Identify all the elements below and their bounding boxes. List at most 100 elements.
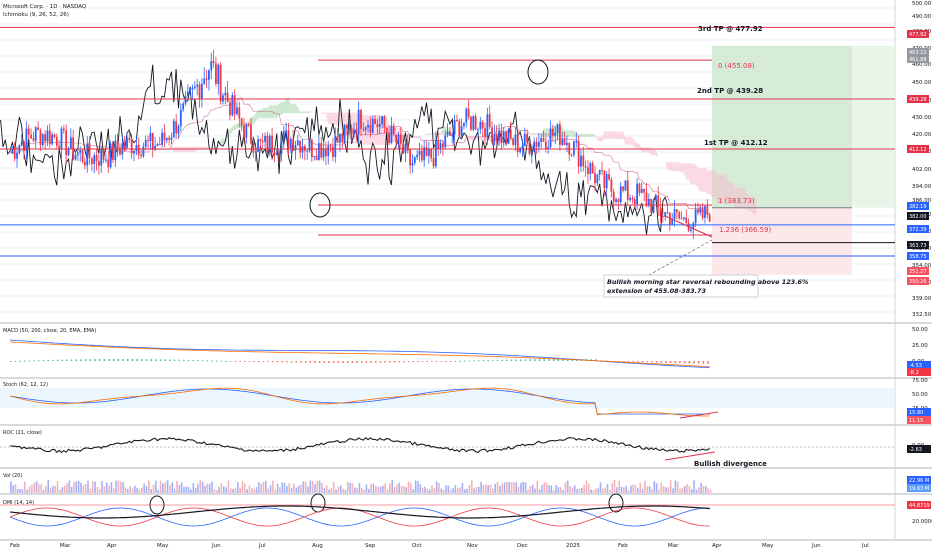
macd-histogram-bar bbox=[646, 361, 648, 363]
volume-bar bbox=[26, 489, 28, 493]
candle-body bbox=[149, 133, 152, 141]
candle-body bbox=[210, 61, 213, 71]
kumo-segment bbox=[697, 167, 701, 192]
kumo-segment bbox=[562, 126, 565, 137]
candle-body bbox=[367, 125, 369, 128]
candle-body bbox=[704, 206, 706, 218]
macd-histogram-bar bbox=[169, 359, 171, 361]
candle-body bbox=[308, 139, 311, 151]
candle-body bbox=[198, 84, 201, 99]
candle-body bbox=[69, 137, 72, 149]
volume-bar bbox=[117, 480, 120, 493]
candle-body bbox=[388, 132, 390, 143]
volume-bar bbox=[24, 481, 26, 493]
volume-bar bbox=[302, 481, 305, 493]
macd-histogram-bar bbox=[103, 359, 106, 361]
macd-histogram-bar bbox=[566, 359, 569, 361]
macd-histogram-bar bbox=[84, 359, 87, 361]
volume-bar bbox=[61, 487, 64, 493]
candle-body bbox=[701, 207, 704, 218]
volume-bar bbox=[21, 489, 24, 493]
price-tick: 490.00 bbox=[912, 14, 932, 20]
volume-bar bbox=[176, 480, 178, 493]
candle-body bbox=[488, 114, 491, 128]
macd-histogram-bar bbox=[557, 359, 560, 361]
macd-histogram-bar bbox=[52, 359, 54, 361]
volume-bar bbox=[393, 486, 396, 493]
candle-body bbox=[498, 130, 500, 141]
candle-body bbox=[411, 163, 414, 166]
macd-histogram-bar bbox=[627, 361, 630, 362]
candle-body bbox=[484, 128, 486, 138]
macd-histogram-bar bbox=[435, 361, 438, 362]
roc-badge-label: -2.63 bbox=[909, 447, 922, 453]
kumo-segment bbox=[627, 136, 631, 145]
volume-bar bbox=[375, 486, 377, 493]
kumo-segment bbox=[220, 138, 223, 144]
candle-body bbox=[105, 159, 107, 161]
candle-body bbox=[261, 141, 264, 143]
candle-body bbox=[479, 121, 482, 130]
kumo-segment bbox=[695, 164, 698, 189]
candle-body bbox=[512, 138, 514, 145]
candle-body bbox=[423, 147, 426, 161]
volume-bar bbox=[316, 480, 319, 493]
volume-bar bbox=[297, 485, 300, 493]
candle-body bbox=[402, 143, 405, 154]
time-tick: May bbox=[157, 543, 169, 549]
volume-bar bbox=[309, 480, 312, 493]
swing-high-circle bbox=[527, 59, 549, 85]
volume-bar bbox=[571, 487, 574, 493]
candle-body bbox=[280, 139, 283, 154]
volume-bar bbox=[463, 489, 466, 493]
volume-bar bbox=[304, 481, 307, 493]
macd-histogram-bar bbox=[94, 359, 96, 361]
volume-bar bbox=[618, 480, 620, 493]
volume-bar bbox=[492, 488, 494, 493]
candle-body bbox=[191, 87, 194, 90]
candle-body bbox=[282, 131, 285, 140]
volume-bar bbox=[433, 488, 436, 493]
volume-bar bbox=[468, 484, 471, 493]
kumo-segment bbox=[700, 167, 703, 192]
kumo-segment bbox=[258, 109, 261, 119]
candle-body bbox=[453, 120, 456, 135]
macd-histogram-bar bbox=[637, 361, 639, 363]
kumo-segment bbox=[676, 162, 680, 172]
candle-body bbox=[186, 92, 189, 96]
volume-bar bbox=[559, 487, 562, 493]
price-badge bbox=[907, 212, 929, 220]
candle-body bbox=[626, 180, 629, 200]
candle-body bbox=[200, 83, 203, 99]
candle-body bbox=[378, 124, 381, 127]
kumo-segment bbox=[363, 114, 366, 145]
volume-bar bbox=[686, 483, 688, 493]
volume-bar bbox=[129, 485, 131, 493]
volume-bar bbox=[59, 489, 61, 493]
candle-body bbox=[446, 131, 449, 136]
volume-bar bbox=[262, 481, 265, 493]
candle-body bbox=[285, 130, 288, 132]
stoch-k-line bbox=[9, 388, 710, 415]
volume-bar bbox=[398, 482, 401, 493]
macd-title: MACD (50, 200, close, 20, EMA, EMA) bbox=[3, 328, 96, 334]
volume-bar bbox=[35, 481, 38, 493]
kumo-segment bbox=[690, 163, 694, 185]
macd-histogram-bar bbox=[679, 361, 681, 364]
candle-body bbox=[48, 130, 51, 145]
kumo-segment bbox=[728, 182, 731, 204]
macd-histogram-bar bbox=[108, 359, 110, 361]
volume-bar bbox=[386, 489, 389, 493]
macd-histogram-bar bbox=[417, 361, 419, 362]
macd-histogram-bar bbox=[515, 359, 517, 361]
candle-body bbox=[196, 84, 199, 87]
volume-bar bbox=[704, 486, 707, 493]
macd-histogram-bar bbox=[655, 361, 658, 363]
kumo-segment bbox=[236, 123, 240, 129]
macd-histogram-bar bbox=[314, 361, 316, 363]
kumo-segment bbox=[288, 97, 291, 114]
volume-bar bbox=[220, 482, 223, 493]
volume-bar bbox=[337, 486, 340, 493]
